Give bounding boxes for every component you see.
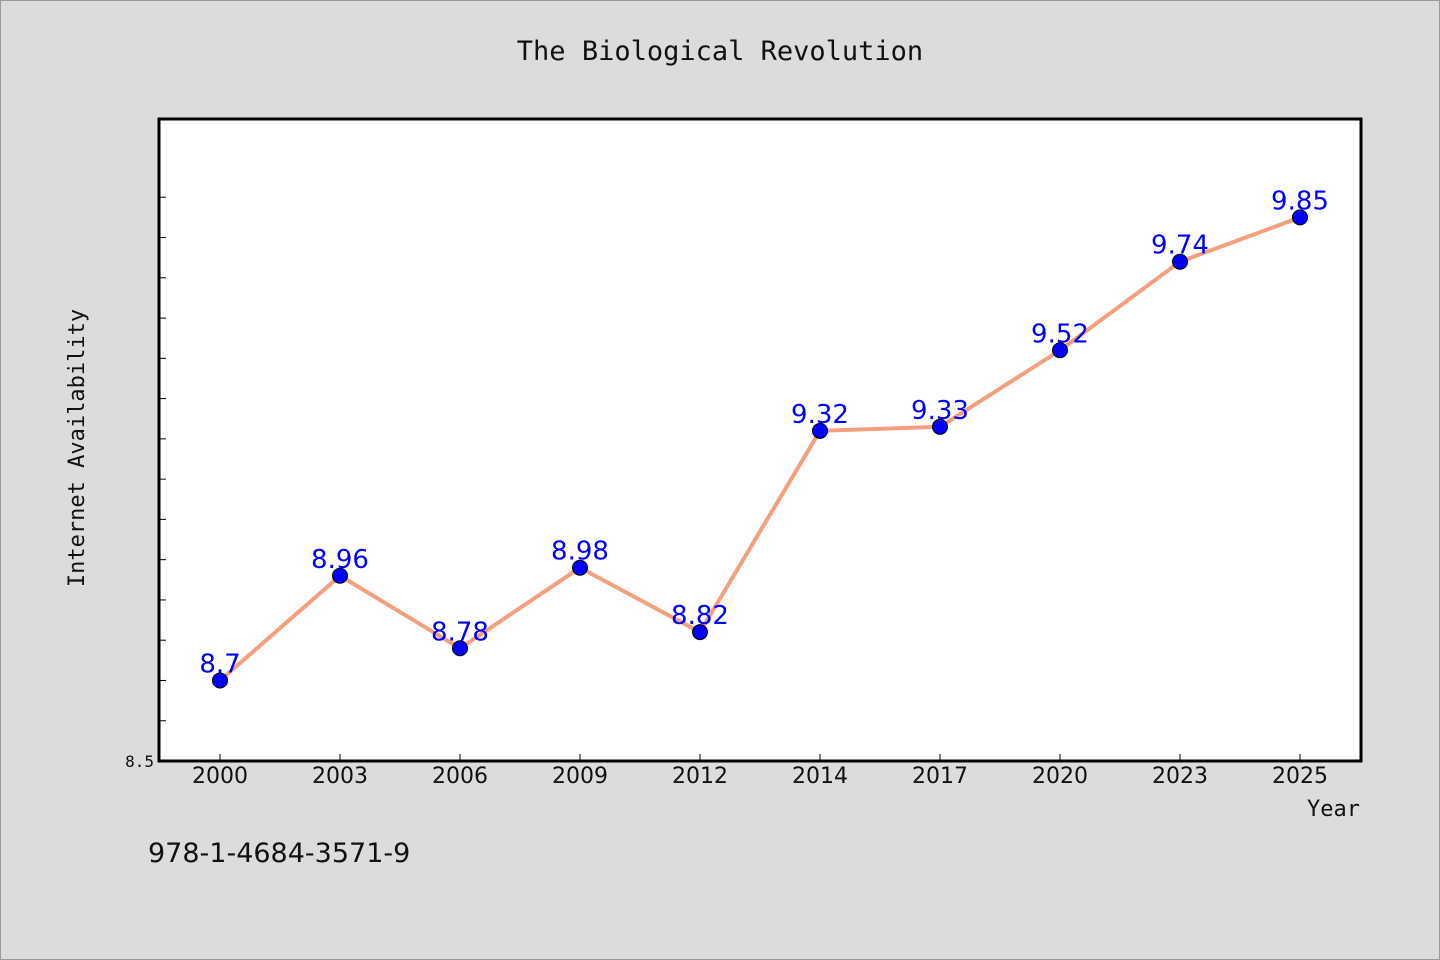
data-label: 9.74 [1151, 231, 1209, 261]
y-axis-ticks: 8.5 [125, 196, 166, 771]
data-label: 9.85 [1271, 186, 1329, 216]
data-point-marker [212, 672, 228, 689]
series-line [218, 215, 1301, 682]
x-tick-label: 2023 [1152, 764, 1208, 789]
data-labels-group: 8.7 8.96 8.78 8.98 8.82 9.32 9.33 9.52 9.74 9.85 [199, 186, 1329, 679]
data-point-marker [332, 567, 348, 584]
data-label: 9.33 [911, 396, 969, 426]
plot-area [157, 117, 1363, 763]
y-tick-label: 8.5 [125, 752, 154, 771]
data-point-marker [1292, 209, 1308, 226]
y-axis-label: Internet Availability [65, 309, 90, 587]
data-label: 8.96 [311, 545, 369, 575]
data-point-marker [1052, 342, 1068, 359]
data-label: 9.32 [791, 400, 849, 430]
x-tick-label: 2025 [1272, 764, 1328, 789]
x-axis-ticks: 2000 2003 2006 2009 2012 2014 2017 2020 2023 2025 [192, 754, 1328, 789]
x-tick-label: 2009 [552, 764, 608, 789]
x-tick-label: 2020 [1032, 764, 1088, 789]
x-axis-label: Year [1307, 797, 1360, 822]
data-point-marker [452, 640, 468, 657]
data-point-marker [572, 559, 588, 576]
x-tick-label: 2014 [792, 764, 848, 789]
x-tick-label: 2006 [432, 764, 488, 789]
data-point-marker [932, 418, 948, 435]
data-label: 8.78 [431, 617, 489, 647]
data-point-marker [1172, 253, 1188, 270]
data-label: 8.7 [199, 649, 240, 679]
x-tick-label: 2012 [672, 764, 728, 789]
data-label: 9.52 [1031, 319, 1089, 349]
data-label: 8.98 [551, 537, 609, 567]
data-point-marker [692, 624, 708, 641]
footnote-isbn: 978-1-4684-3571-9 [148, 838, 410, 869]
x-tick-label: 2017 [912, 764, 968, 789]
chart-title: The Biological Revolution [517, 36, 923, 67]
x-tick-label: 2000 [192, 764, 248, 789]
data-point-marker [812, 422, 828, 439]
x-tick-label: 2003 [312, 764, 368, 789]
data-label: 8.82 [671, 601, 729, 631]
series-line-group [212, 209, 1308, 689]
